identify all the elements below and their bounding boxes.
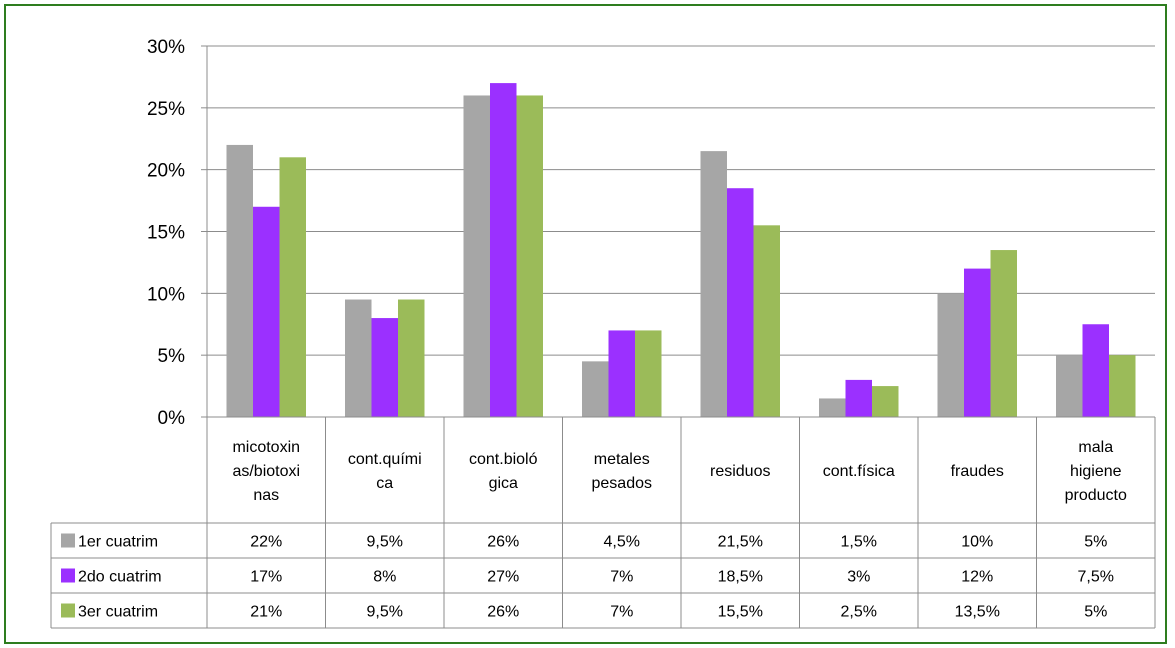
data-label: 7%	[610, 569, 633, 586]
data-label: 3%	[847, 569, 870, 586]
data-label: 5%	[1084, 604, 1107, 621]
bar	[635, 330, 662, 417]
category-label: metales	[594, 451, 650, 468]
bar	[845, 379, 872, 417]
data-label: 18,5%	[718, 569, 763, 586]
y-tick-label: 5%	[158, 346, 186, 367]
bar	[516, 95, 543, 417]
data-label: 26%	[487, 604, 519, 621]
bar	[964, 268, 991, 417]
data-label: 7,5%	[1078, 569, 1114, 586]
legend-swatch	[61, 568, 75, 583]
bar	[727, 188, 754, 417]
data-label: 12%	[961, 569, 993, 586]
data-label: 9,5%	[367, 534, 403, 551]
category-label: cont.quími	[348, 451, 422, 468]
legend-label: 3er cuatrim	[78, 604, 158, 621]
data-label: 15,5%	[718, 604, 763, 621]
bar	[345, 299, 372, 417]
data-label: 27%	[487, 569, 519, 586]
data-label: 5%	[1084, 534, 1107, 551]
legend-swatch	[61, 533, 75, 548]
data-label: 17%	[250, 569, 282, 586]
bar	[1082, 324, 1109, 417]
legend-label: 2do cuatrim	[78, 569, 162, 586]
data-label: 8%	[373, 569, 396, 586]
data-label: 10%	[961, 534, 993, 551]
category-label: fraudes	[951, 463, 1004, 480]
legend-swatch	[61, 603, 75, 618]
category-label: ca	[376, 475, 393, 492]
data-label: 21%	[250, 604, 282, 621]
category-label: higiene	[1070, 463, 1122, 480]
bar	[463, 95, 490, 417]
y-tick-label: 20%	[147, 161, 185, 182]
y-tick-label: 30%	[147, 37, 185, 58]
data-label: 22%	[250, 534, 282, 551]
bar	[990, 250, 1017, 417]
bar	[253, 206, 280, 417]
data-label: 9,5%	[367, 604, 403, 621]
data-label: 2,5%	[841, 604, 877, 621]
y-tick-label: 10%	[147, 284, 185, 305]
data-label: 13,5%	[955, 604, 1000, 621]
y-tick-label: 0%	[158, 408, 186, 429]
bar	[700, 151, 727, 417]
bar	[1109, 355, 1136, 417]
category-label: residuos	[710, 463, 770, 480]
bar	[753, 225, 780, 417]
bar	[1056, 355, 1083, 417]
category-label: producto	[1065, 487, 1127, 504]
category-label: cont.bioló	[469, 451, 538, 468]
bar	[608, 330, 635, 417]
bar	[490, 83, 517, 417]
bar	[582, 361, 609, 417]
y-tick-label: 15%	[147, 223, 185, 244]
category-label: as/biotoxi	[232, 463, 300, 480]
data-label: 26%	[487, 534, 519, 551]
bar	[937, 293, 964, 417]
data-label: 21,5%	[718, 534, 763, 551]
y-tick-label: 25%	[147, 99, 185, 120]
bar	[371, 318, 398, 417]
category-label: nas	[253, 487, 279, 504]
bar	[226, 144, 253, 417]
category-label: micotoxin	[232, 439, 300, 456]
data-label: 4,5%	[604, 534, 640, 551]
data-label: 7%	[610, 604, 633, 621]
bar	[398, 299, 425, 417]
legend-label: 1er cuatrim	[78, 534, 158, 551]
category-label: pesados	[592, 475, 653, 492]
bar	[872, 386, 899, 417]
category-label: cont.física	[823, 463, 895, 480]
category-label: gica	[489, 475, 518, 492]
category-label: mala	[1078, 439, 1113, 456]
bar	[279, 157, 306, 418]
bar	[819, 398, 846, 417]
data-label: 1,5%	[841, 534, 877, 551]
